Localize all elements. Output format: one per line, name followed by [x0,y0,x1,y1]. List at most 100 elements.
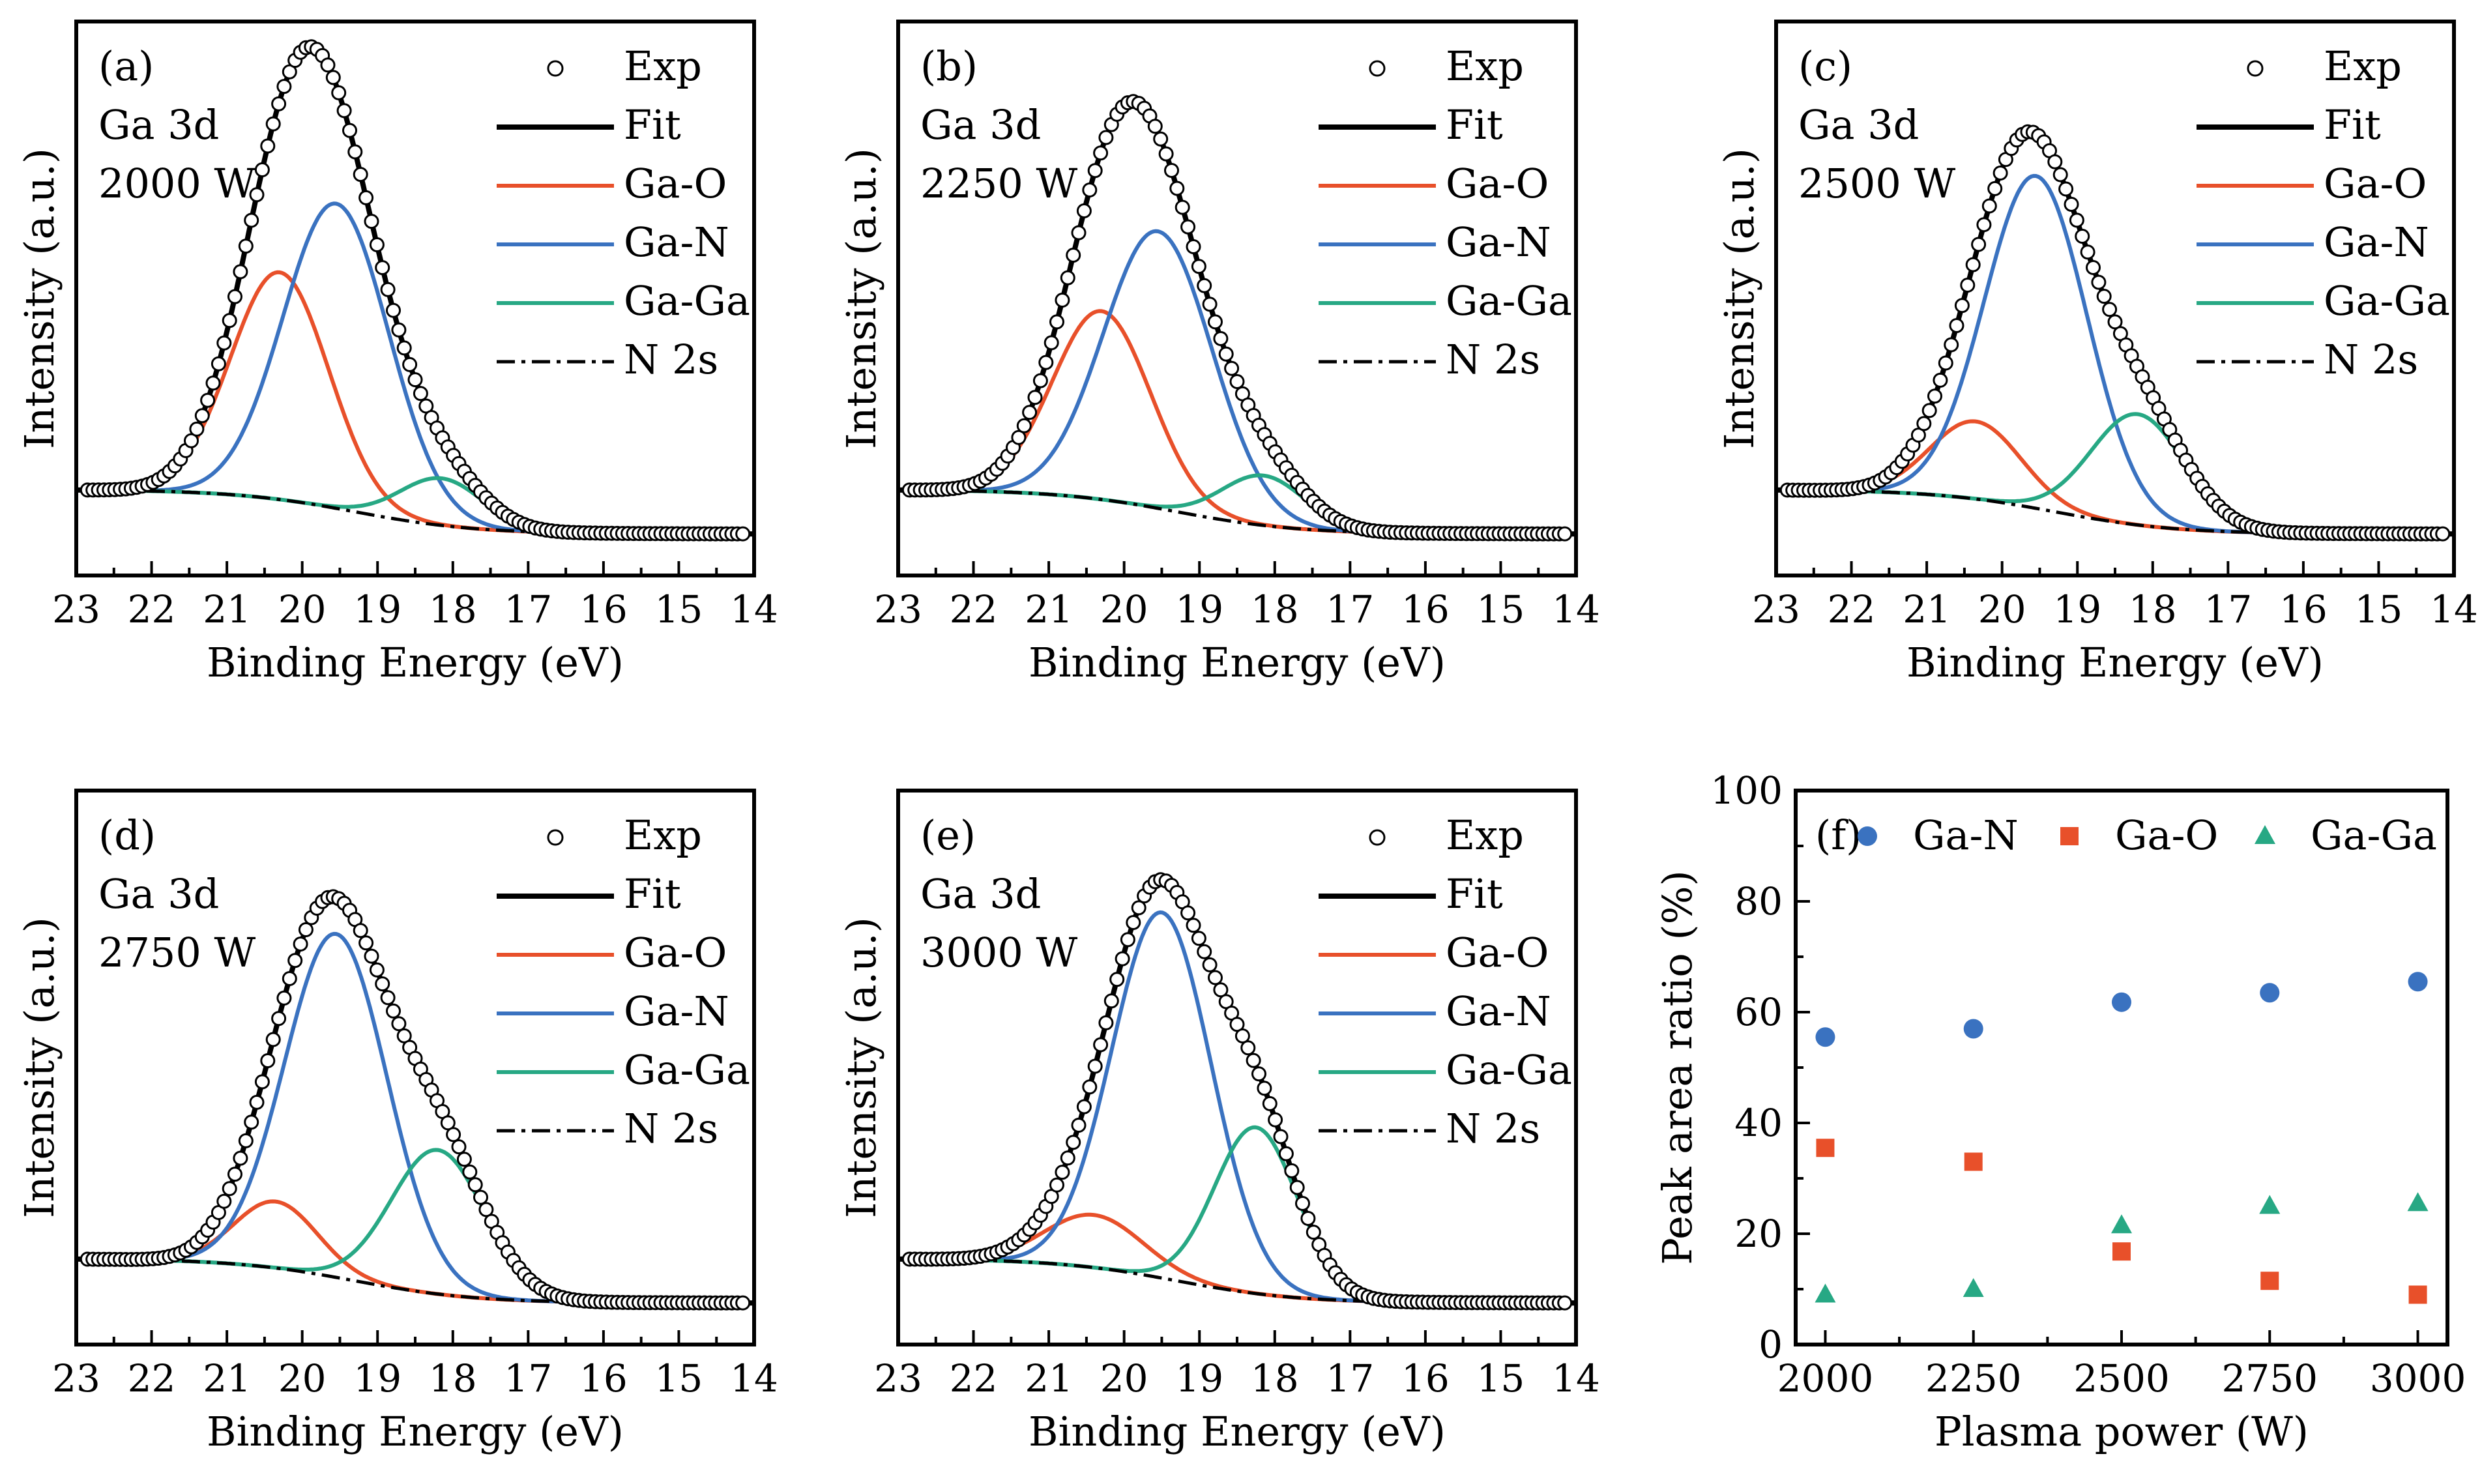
exp-point [1038,355,1054,370]
legend-item-ga-ga: Ga-Ga [1319,1046,1572,1094]
x-tick-label: 2000 [1777,1356,1874,1401]
exp-point [2064,197,2079,212]
x-tick-label: 15 [1477,1356,1525,1401]
x-tick-label: 14 [1552,1356,1600,1401]
exp-point [2058,181,2074,197]
legend-item-ga-ga: Ga-Ga [497,1046,750,1094]
legend-item-n-2s: N 2s [1319,1105,1540,1152]
spectrum-panel-e: 23 22 21 20 19 18 17 16 15 14 Binding Energy (eV) I… [838,789,1600,1455]
legend-label: Ga-O [2115,811,2218,859]
exp-point [391,322,407,338]
legend-label: N 2s [624,1105,718,1152]
legend-item-ga-ga: Ga-Ga [1319,277,1572,325]
exp-point [1191,259,1206,274]
plot-frame [1794,789,2449,1346]
spectrum-panel-c: 23 22 21 20 19 18 17 16 15 14 Binding Energy (eV) I… [1716,20,2478,686]
exp-point [249,187,265,203]
x-tick-label: 23 [874,587,922,632]
x-tick-label: 16 [579,1356,628,1401]
x-tick-label: 18 [1251,1356,1299,1401]
x-tick-label: 21 [1903,587,1951,632]
exp-point [194,408,210,424]
exp-point [1126,915,1141,930]
exp-point [254,1074,270,1090]
exp-point [2096,289,2112,304]
legend-item-exp: Exp [1369,42,1524,90]
exp-point [276,990,292,1006]
legend-label: Exp [624,811,702,859]
x-axis-title: Plasma power (W) [1934,1408,2309,1455]
exp-point [1960,278,1976,293]
exp-point [1300,1211,1316,1226]
power-label: 2750 W [98,929,256,976]
exp-point [1251,1066,1266,1082]
exp-point [293,937,308,952]
y-axis-title: Intensity (a.u.) [838,917,885,1218]
legend-exp-marker [547,829,564,846]
x-tick-label: 17 [1326,587,1374,632]
data-point-ga-o [1816,1139,1835,1157]
legend-item-ga-o: Ga-O [1319,929,1549,976]
exp-point [287,953,303,968]
exp-point [1071,225,1087,240]
legend-label: Ga-Ga [2324,277,2450,325]
data-point-ga-o [2112,1242,2131,1261]
curve-ga-ga [898,473,1576,536]
legend-item-n-2s: N 2s [497,1105,718,1152]
exp-point [1093,1037,1109,1053]
exp-point [735,526,751,542]
legend-item-exp: Exp [547,811,702,859]
core-level-label: Ga 3d [920,101,1041,149]
exp-point [1213,331,1229,346]
exp-point [1066,1135,1081,1150]
exp-point [233,1150,248,1166]
legend-item-ga-n: Ga-N [1858,811,2019,859]
exp-point [440,1115,456,1131]
panel-label: (d) [98,811,156,859]
x-tick-label: 20 [278,1356,327,1401]
exp-point [1082,182,1098,197]
exp-point [380,282,396,297]
exp-point [2080,244,2095,260]
x-tick-label: 22 [128,587,176,632]
exp-point [1933,372,1948,388]
panel-label: (a) [98,42,154,90]
exp-point [462,1164,478,1180]
x-tick-label: 17 [504,1356,552,1401]
data-point-ga-ga [2259,1195,2281,1214]
legend-label: Ga-N [1913,811,2019,859]
exp-point [2069,212,2084,228]
exp-point [1295,1196,1310,1211]
exp-point [1224,360,1240,376]
peak-ratio-panel-f: 2000 2250 2500 2750 3000 0 20 40 60 80 100 Plasma p… [1654,768,2466,1455]
power-label: 2250 W [920,160,1077,207]
exp-point [1186,239,1201,254]
exp-point [1120,932,1135,948]
exp-point [478,1202,494,1217]
data-point-ga-ga [2111,1214,2132,1234]
exp-point [1186,918,1201,933]
x-tick-label: 20 [278,587,327,632]
legend-item-fit: Fit [1319,870,1503,918]
legend-item-ga-n: Ga-N [1319,987,1551,1035]
legend-item-ga-o: Ga-O [1319,160,1549,207]
x-tick-label: 23 [1752,587,1800,632]
x-tick-label: 23 [874,1356,922,1401]
legend-marker [1858,826,1877,846]
legend-label: Exp [1446,811,1524,859]
x-tick-label: 20 [1100,587,1148,632]
data-point-ga-o [2408,1285,2427,1304]
x-tick-label: 2500 [2073,1356,2170,1401]
x-tick-label: 18 [1251,587,1299,632]
legend-label: Ga-O [1446,160,1549,207]
legend-label: Ga-N [624,218,729,266]
legend-exp-marker [1369,829,1386,846]
x-tick-label: 19 [1175,1356,1223,1401]
curve-ga-ga [76,476,754,536]
exp-point [446,1127,461,1142]
exp-point [1098,130,1114,145]
x-tick-label: 23 [52,1356,100,1401]
x-tick-label: 16 [579,587,628,632]
exp-point [1987,181,2003,196]
x-axis-title: Binding Energy (eV) [207,1408,624,1455]
